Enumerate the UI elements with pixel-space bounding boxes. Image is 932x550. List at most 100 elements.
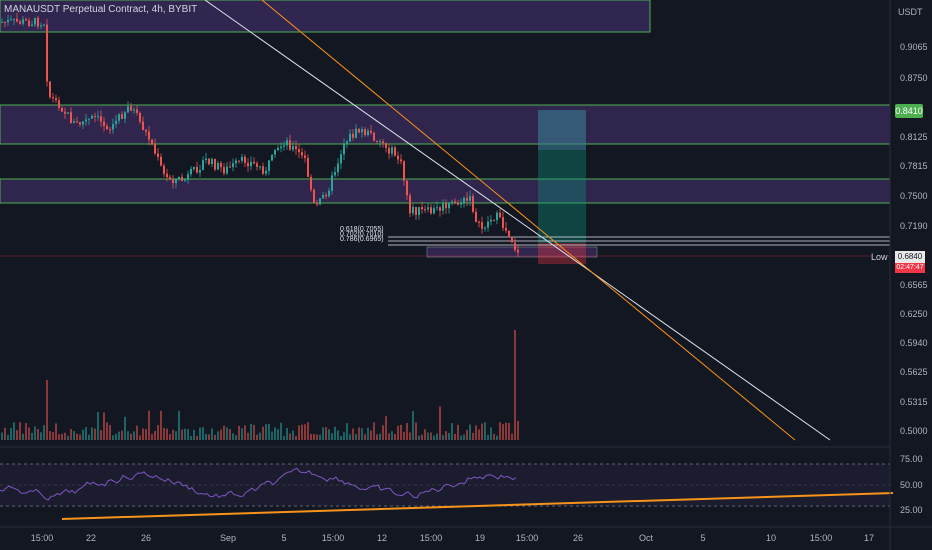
volume-bar bbox=[295, 435, 297, 440]
candle-body bbox=[121, 114, 123, 119]
symbol-title[interactable]: MANAUSDT Perpetual Contract, 4h, BYBIT bbox=[4, 4, 198, 15]
volume-bar bbox=[400, 424, 402, 440]
candle-body bbox=[373, 132, 375, 141]
volume-bar bbox=[325, 427, 327, 440]
candle-body bbox=[361, 129, 363, 133]
position-target-upper[interactable] bbox=[538, 110, 586, 150]
volume-bar bbox=[13, 422, 15, 440]
candle-body bbox=[325, 194, 327, 197]
volume-bar bbox=[310, 433, 312, 440]
candle-body bbox=[430, 207, 432, 214]
fib-label-702[interactable]: 0.702(0.7010) bbox=[340, 231, 384, 238]
price-label: 0.5000 bbox=[900, 426, 928, 436]
candle-body bbox=[376, 140, 378, 142]
time-label: 15:00 bbox=[30, 533, 54, 543]
volume-bar bbox=[175, 431, 177, 440]
candle-body bbox=[19, 21, 21, 24]
candle-body bbox=[28, 20, 30, 26]
supply-zone-top[interactable] bbox=[0, 0, 651, 33]
volume-bar bbox=[199, 427, 201, 440]
volume-bar bbox=[412, 411, 414, 440]
time-label: 5 bbox=[700, 533, 706, 543]
trendline-orange[interactable] bbox=[261, 0, 796, 441]
candle-body bbox=[25, 19, 27, 21]
volume-bar bbox=[259, 432, 261, 440]
candle-body bbox=[4, 21, 6, 23]
time-label: 5 bbox=[281, 533, 287, 543]
candle-body bbox=[358, 128, 360, 133]
low-label: Low bbox=[871, 252, 888, 262]
candle-body bbox=[397, 155, 399, 160]
volume-bar bbox=[421, 434, 423, 440]
fib-label-618[interactable]: 0.618(0.7055) bbox=[340, 226, 384, 233]
volume-bar bbox=[316, 434, 318, 440]
volume-bar bbox=[496, 435, 498, 440]
currency-unit: USDT bbox=[898, 7, 923, 17]
volume-bar bbox=[289, 433, 291, 440]
candle-body bbox=[187, 174, 189, 180]
volume-bar bbox=[211, 428, 213, 440]
trendline-white[interactable] bbox=[204, 0, 831, 441]
candle-body bbox=[400, 159, 402, 162]
candle-body bbox=[112, 123, 114, 130]
candle-body bbox=[439, 207, 441, 211]
rsi-axis-label: 75.00 bbox=[900, 454, 923, 464]
candle-body bbox=[10, 19, 12, 21]
volume-bar bbox=[280, 422, 282, 440]
supply-zone-2[interactable] bbox=[0, 178, 891, 204]
price-label: 0.5940 bbox=[900, 338, 928, 348]
volume-bar bbox=[334, 426, 336, 440]
volume-bar bbox=[184, 428, 186, 440]
volume-bar bbox=[142, 428, 144, 440]
rsi-trendline[interactable] bbox=[61, 492, 894, 520]
price-tag-icon[interactable]: 0.8410 bbox=[895, 104, 923, 118]
volume-bar bbox=[424, 429, 426, 440]
volume-bar bbox=[214, 434, 216, 440]
volume-bar bbox=[355, 434, 357, 440]
volume-bar bbox=[10, 428, 12, 440]
candle-body bbox=[157, 153, 159, 157]
candle-body bbox=[106, 126, 108, 130]
candle-body bbox=[127, 106, 129, 113]
candle-body bbox=[337, 163, 339, 173]
volume-bar bbox=[370, 430, 372, 440]
candle-body bbox=[472, 196, 474, 212]
volume-bar bbox=[442, 435, 444, 440]
candle-body bbox=[382, 141, 384, 144]
volume-bar bbox=[148, 410, 150, 440]
volume-bar bbox=[253, 424, 255, 440]
volume-bar bbox=[73, 431, 75, 440]
supply-zone-1[interactable] bbox=[0, 104, 891, 145]
volume-bar bbox=[250, 423, 252, 440]
volume-bar bbox=[418, 435, 420, 440]
fib-label-786[interactable]: 0.786(0.6965) bbox=[340, 236, 384, 243]
candle-body bbox=[154, 144, 156, 154]
volume-bar bbox=[112, 435, 114, 440]
candle-body bbox=[259, 166, 261, 168]
volume-bar bbox=[37, 429, 39, 440]
candle-body bbox=[334, 172, 336, 176]
candle-body bbox=[433, 208, 435, 214]
candle-body bbox=[316, 202, 318, 205]
candle-body bbox=[169, 177, 171, 180]
demand-zone-small[interactable] bbox=[426, 246, 598, 258]
volume-bar bbox=[262, 426, 264, 440]
volume-bar bbox=[169, 434, 171, 440]
volume-bar bbox=[118, 431, 120, 440]
volume-bar bbox=[64, 432, 66, 440]
position-stop[interactable] bbox=[538, 243, 586, 264]
position-target[interactable] bbox=[538, 110, 586, 243]
candle-body bbox=[202, 160, 204, 170]
price-label: 0.5315 bbox=[900, 397, 928, 407]
candle-body bbox=[7, 19, 9, 23]
volume-bar bbox=[229, 429, 231, 440]
volume-bar bbox=[217, 431, 219, 440]
candle-body bbox=[391, 147, 393, 154]
candle-body bbox=[367, 130, 369, 136]
volume-bar bbox=[382, 425, 384, 440]
volume-bar bbox=[244, 425, 246, 440]
candle-body bbox=[481, 222, 483, 229]
candle-body bbox=[385, 143, 387, 148]
